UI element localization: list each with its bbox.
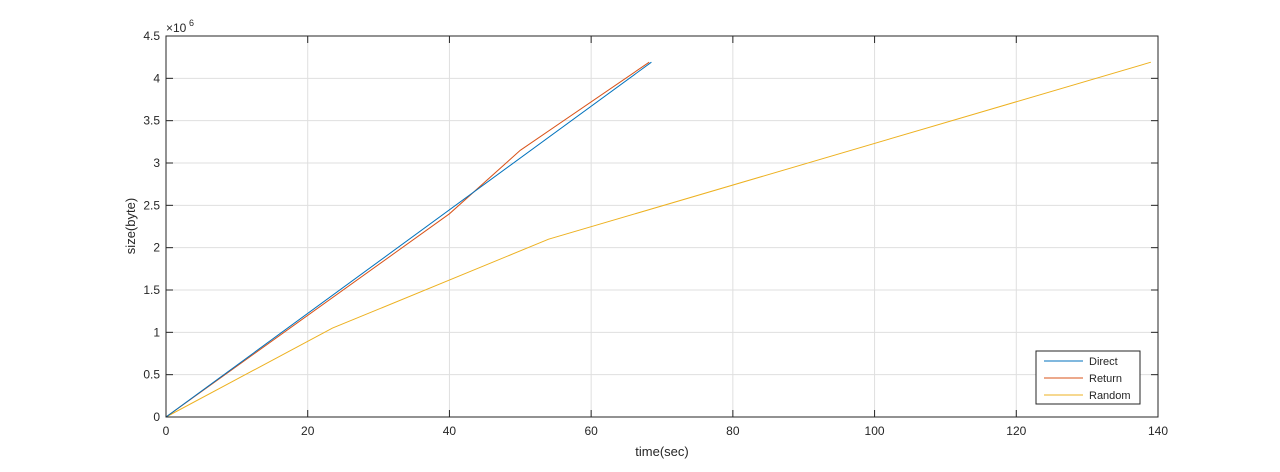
x-tick-label: 20	[301, 424, 315, 438]
legend-label-random: Random	[1089, 390, 1131, 402]
legend-label-direct: Direct	[1089, 356, 1118, 368]
x-axis-label: time(sec)	[635, 444, 688, 459]
y-axis-label: size(byte)	[123, 198, 138, 254]
y-tick-label: 2.5	[143, 198, 160, 212]
series-line-random	[165, 61, 1152, 418]
x-tick-label: 100	[865, 424, 885, 438]
series-line-direct	[165, 61, 652, 418]
y-tick-label: 0	[153, 410, 160, 424]
y-tick-label: 1	[153, 325, 160, 339]
y-tick-label: 1.5	[143, 283, 160, 297]
series-layer	[165, 61, 1152, 418]
legend-label-return: Return	[1089, 373, 1122, 385]
legend-items: Direct Return Random	[1044, 356, 1131, 402]
tick-marks	[165, 35, 1159, 418]
y-exponent-base: ×10	[166, 21, 187, 35]
y-tick-label: 3.5	[143, 114, 160, 128]
x-tick-label: 60	[584, 424, 598, 438]
y-tick-labels: 0 0.5 1 1.5 2 2.5 3 3.5 4 4.5	[143, 29, 160, 424]
axes-box	[165, 35, 1159, 418]
y-tick-label: 0.5	[143, 368, 160, 382]
x-tick-label: 80	[726, 424, 740, 438]
series-line-return	[165, 61, 650, 418]
x-tick-label: 120	[1006, 424, 1026, 438]
x-tick-labels: 0 20 40 60 80 100 120 140	[163, 424, 1169, 438]
legend: Direct Return Random	[1035, 350, 1141, 405]
y-tick-label: 3	[153, 156, 160, 170]
y-tick-label: 4.5	[143, 29, 160, 43]
y-exponent-power: 6	[189, 18, 194, 28]
x-tick-label: 0	[163, 424, 170, 438]
plot-area	[166, 36, 1158, 417]
x-tick-label: 40	[443, 424, 457, 438]
y-tick-label: 2	[153, 241, 160, 255]
x-tick-label: 140	[1148, 424, 1168, 438]
y-tick-label: 4	[153, 71, 160, 85]
